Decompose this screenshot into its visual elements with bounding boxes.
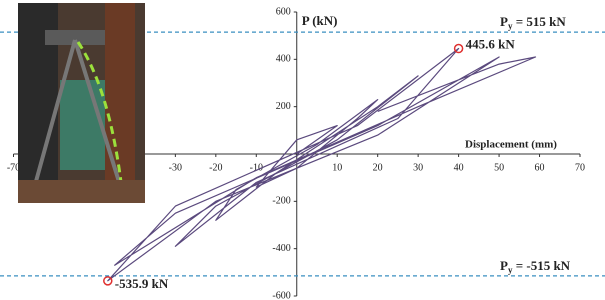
y-tick-label: -400 [272, 243, 290, 254]
x-tick-label: 30 [413, 162, 423, 173]
y-axis-label: P (kN) [302, 13, 338, 28]
peak-label: 445.6 kN [466, 37, 516, 52]
y-tick-label: 600 [276, 6, 291, 17]
yield-symbol: P [500, 258, 508, 273]
photo-shelf [60, 80, 105, 170]
x-tick-label: 10 [332, 162, 342, 173]
yield-text: = -515 kN [512, 258, 570, 273]
yield-label: Py = -515 kN [500, 258, 571, 275]
x-tick-label: 20 [373, 162, 383, 173]
yield-symbol: P [500, 14, 508, 29]
y-tick-label: 200 [276, 101, 291, 112]
photo-floor [18, 180, 145, 203]
x-tick-label: 40 [454, 162, 464, 173]
x-tick-label: 50 [494, 162, 504, 173]
y-tick-label: -600 [272, 290, 290, 300]
x-tick-label: 70 [575, 162, 585, 173]
x-tick-label: -30 [169, 162, 182, 173]
photo-column [105, 3, 135, 203]
y-tick-label: 400 [276, 54, 291, 65]
x-tick-label: 60 [535, 162, 545, 173]
chart: -70-60-50-40-30-20-1010203040506070-600-… [0, 0, 605, 300]
x-axis-label: Displacement (mm) [465, 139, 557, 151]
yield-label: Py = 515 kN [500, 14, 566, 31]
x-tick-label: -20 [209, 162, 222, 173]
yield-text: = 515 kN [512, 14, 566, 29]
y-tick-label: -200 [272, 196, 290, 207]
photo-inset [18, 3, 145, 203]
peak-label: -535.9 kN [115, 276, 169, 291]
